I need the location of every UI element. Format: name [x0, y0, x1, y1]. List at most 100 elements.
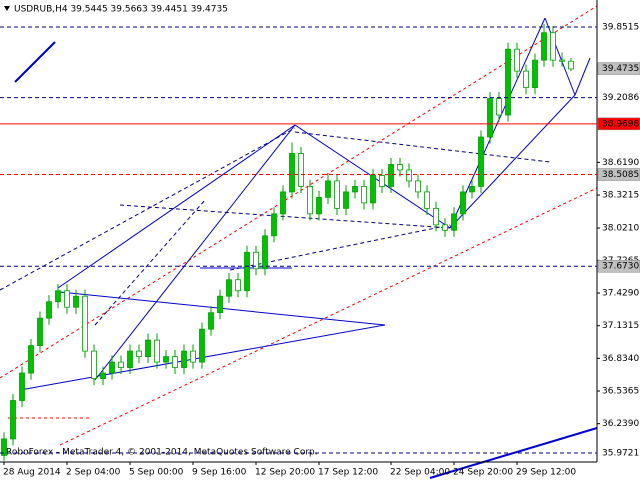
- y-tick-label: 37.1315: [602, 321, 639, 331]
- x-tick-label: 12 Sep 20:00: [255, 468, 315, 478]
- candle-body: [235, 279, 241, 292]
- trend-line: [94, 124, 296, 381]
- triangle-dash: [119, 204, 451, 229]
- x-tick-label: 17 Sep 12:00: [318, 468, 378, 478]
- y-tick-label: 36.8340: [602, 354, 639, 364]
- candle-body: [280, 191, 286, 215]
- candle-body: [478, 136, 484, 187]
- forecast-line: [14, 41, 56, 83]
- candle-body: [208, 312, 214, 330]
- candle-body: [1, 438, 7, 456]
- candle-body: [64, 290, 70, 308]
- candle-body: [532, 59, 538, 89]
- candle-body: [91, 350, 97, 379]
- y-tick-label: 37.4290: [602, 289, 639, 299]
- candle-body: [217, 295, 223, 314]
- x-tick-label: 2 Sep 04:00: [66, 468, 121, 478]
- y-tick-label: 36.2390: [602, 419, 639, 429]
- chart-title: USDRUB,H4 39.5445 39.5663 39.4451 39.473…: [14, 5, 228, 15]
- candle-body: [379, 175, 385, 187]
- level-label: 38.5085: [602, 170, 639, 180]
- level-label: 37.6730: [602, 262, 639, 272]
- trend-line: [574, 57, 591, 96]
- y-tick-label: 38.6190: [602, 158, 639, 168]
- candle-body: [361, 186, 367, 204]
- trend-dash: [0, 127, 296, 291]
- candle-body: [514, 48, 520, 72]
- candle-body: [136, 350, 142, 357]
- x-tick-label: 22 Sep 04:00: [390, 468, 450, 478]
- candle-body: [55, 290, 61, 303]
- trend-line: [544, 17, 576, 96]
- level-box: [597, 117, 640, 131]
- y-tick-label: 36.5365: [602, 387, 639, 397]
- candle-body: [307, 186, 313, 215]
- candle-body: [199, 328, 205, 363]
- candle-body: [343, 191, 349, 209]
- candle-body: [406, 169, 412, 182]
- x-tick-label: 24 Sep 20:00: [453, 468, 513, 478]
- candle-body: [145, 339, 151, 357]
- candle-body: [28, 345, 34, 374]
- candle-body: [271, 213, 277, 237]
- level-label: 35.9721: [602, 448, 639, 458]
- level-box: [598, 21, 640, 34]
- candle-body: [154, 339, 160, 363]
- candle-body: [316, 196, 322, 215]
- candle-body: [523, 70, 529, 89]
- candle-body: [226, 279, 232, 297]
- level-box: [598, 91, 640, 104]
- candle-body: [487, 98, 493, 138]
- candle-body: [118, 361, 124, 368]
- triangle-dash: [294, 131, 551, 163]
- candle-body: [298, 153, 304, 187]
- candle-body: [370, 175, 376, 204]
- level-label: 39.8515: [602, 23, 639, 33]
- trend-line: [57, 124, 296, 289]
- level-box: [597, 168, 640, 181]
- candle-body: [100, 372, 106, 379]
- candle-body: [172, 356, 178, 368]
- candle-body: [433, 207, 439, 226]
- candle-body: [73, 295, 79, 308]
- candle-body: [541, 32, 547, 61]
- level-box: [598, 446, 640, 459]
- candle-body: [388, 164, 394, 187]
- x-tick-label: 9 Sep 16:00: [192, 468, 247, 478]
- level-label: 39.2086: [602, 93, 639, 103]
- level-box: [597, 259, 640, 273]
- candle-body: [460, 191, 466, 215]
- candle-body: [415, 180, 421, 193]
- candle-body: [559, 59, 565, 62]
- candle-body: [352, 186, 358, 193]
- menu-arrow: [4, 6, 10, 11]
- candle-body: [10, 400, 16, 440]
- candle-body: [190, 350, 196, 363]
- candle-body: [469, 186, 475, 193]
- candle-body: [496, 98, 502, 116]
- candle-body: [253, 251, 259, 270]
- candle-body: [325, 180, 331, 198]
- y-tick-label: 38.3215: [602, 191, 639, 201]
- candle-body: [505, 48, 511, 116]
- candle-body: [244, 251, 250, 292]
- candle-body: [163, 356, 169, 363]
- candle-body: [451, 213, 457, 231]
- candle-body: [46, 301, 52, 319]
- candle-body: [262, 235, 268, 270]
- candle-body: [82, 295, 88, 352]
- x-tick-label: 28 Aug 2014: [3, 468, 61, 478]
- x-tick-label: 29 Sep 12:00: [516, 468, 576, 478]
- x-tick-label: 5 Sep 00:00: [129, 468, 184, 478]
- y-tick-label: 38.0210: [602, 224, 639, 234]
- trend-line: [449, 94, 576, 229]
- candle-body: [568, 60, 574, 70]
- candle-body: [424, 191, 430, 209]
- candle-body: [37, 317, 43, 347]
- candle-body: [19, 372, 25, 401]
- candle-body: [550, 32, 556, 61]
- candle-body: [397, 164, 403, 171]
- candle-body: [127, 350, 133, 368]
